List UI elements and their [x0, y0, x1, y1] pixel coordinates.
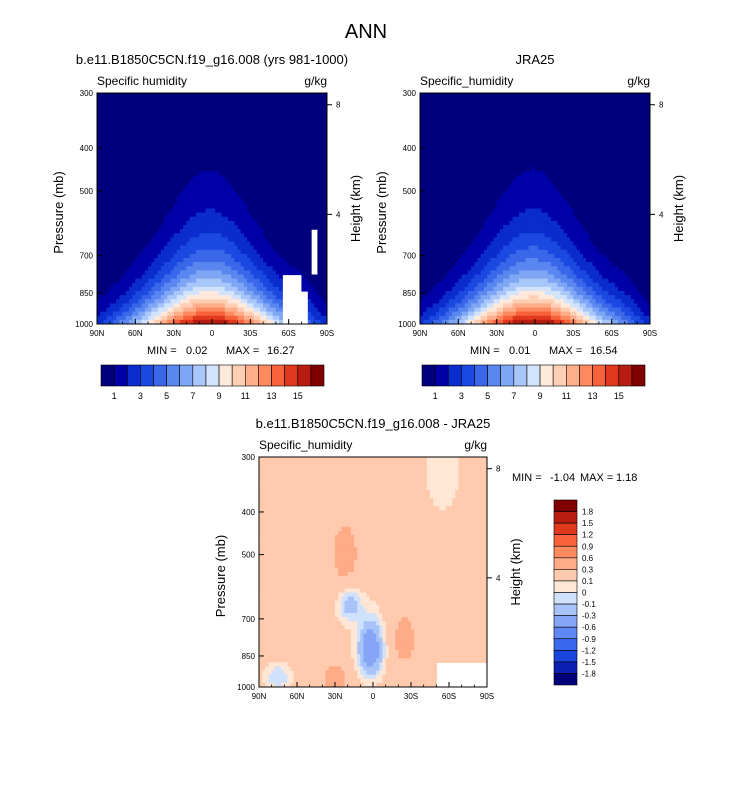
- fillA-cell: [308, 270, 312, 275]
- panel-model-max-value: 16.27: [267, 345, 295, 357]
- x-tick-label: 90S: [320, 329, 334, 338]
- colorbar-box: [245, 365, 258, 386]
- fillA-cell: [279, 275, 283, 280]
- x-tick-label: 30S: [243, 329, 257, 338]
- colorbar-box: [193, 365, 206, 386]
- panel-model-min-value: 0.02: [186, 345, 207, 357]
- fillA-cell: [308, 258, 312, 263]
- colorbar-box: [285, 365, 298, 386]
- colorbar-box: [114, 365, 127, 386]
- panel-obs-title: JRA25: [515, 52, 554, 67]
- panel-model-contour-fill: [97, 93, 328, 325]
- colorbar-label: 3: [138, 391, 143, 401]
- x-tick-label: 60N: [128, 329, 143, 338]
- colorbar-label: 1: [112, 391, 117, 401]
- colorbar-box: [258, 365, 271, 386]
- fillA-cell: [279, 316, 283, 321]
- fillA-cell: [279, 303, 283, 308]
- fillA-cell: [308, 229, 312, 234]
- y-axis-title: Pressure (mb): [51, 171, 66, 253]
- colorbar-box: [219, 365, 232, 386]
- fillA-cell: [308, 254, 312, 259]
- panel-model-stats: MIN = 0.02 MAX = 16.27: [147, 345, 295, 357]
- y-tick-label: 700: [80, 252, 94, 261]
- fillA-cell: [308, 242, 312, 247]
- colorbar-box: [127, 365, 140, 386]
- y-tick-label: 300: [80, 89, 94, 98]
- fillA-cell: [279, 299, 283, 304]
- colorbar-box: [311, 365, 324, 386]
- x-tick-label: 0: [210, 329, 215, 338]
- fillA-cell: [308, 233, 312, 238]
- y2-tick-label: 4: [336, 210, 341, 219]
- fillA-cell: [279, 312, 283, 317]
- colorbar-box: [298, 365, 311, 386]
- fillA-cell: [308, 237, 312, 242]
- colorbar-label: 7: [190, 391, 195, 401]
- colorbar-box: [140, 365, 153, 386]
- fillA-cell: [308, 250, 312, 255]
- panel-obs-units: g/kg: [627, 74, 650, 88]
- colorbar-box: [180, 365, 193, 386]
- y2-tick-label: 8: [336, 101, 341, 110]
- colorbar-label: 9: [217, 391, 222, 401]
- fillA-cell: [279, 283, 283, 288]
- fillA-cell: [279, 308, 283, 313]
- panel-model-min-label: MIN =: [147, 345, 177, 357]
- fillA-cell: [279, 279, 283, 284]
- y-tick-label: 400: [80, 144, 94, 153]
- y-tick-label: 1000: [75, 320, 93, 329]
- panel-obs-variable: Specific_humidity: [420, 74, 513, 88]
- panel-obs-contour-fill: [420, 93, 651, 325]
- x-tick-label: 60S: [282, 329, 296, 338]
- colorbar-box: [153, 365, 166, 386]
- panel-model-title: b.e11.B1850C5CN.f19_g16.008 (yrs 981-100…: [76, 52, 348, 67]
- y-tick-label: 500: [80, 187, 94, 196]
- fillA-cell: [279, 287, 283, 292]
- colorbar-label: 15: [293, 391, 303, 401]
- colorbar-box: [272, 365, 285, 386]
- colorbar-box: [206, 365, 219, 386]
- colorbar-box: [167, 365, 180, 386]
- figure-title: ANN: [345, 21, 387, 43]
- panel-model: b.e11.B1850C5CN.f19_g16.008 (yrs 981-100…: [51, 52, 363, 401]
- fillA-cell: [279, 295, 283, 300]
- x-tick-label: 90N: [90, 329, 105, 338]
- panel-model-units: g/kg: [304, 74, 327, 88]
- colorbar-box: [232, 365, 245, 386]
- colorbar-label: 11: [241, 391, 250, 401]
- colorbar-label: 13: [267, 391, 277, 401]
- panel-model-max-label: MAX =: [226, 345, 259, 357]
- panel-model-variable: Specific humidity: [97, 74, 187, 88]
- x-tick-label: 30N: [166, 329, 181, 338]
- fillA-cell: [308, 266, 312, 271]
- fillA-cell: [279, 291, 283, 296]
- colorbar-box: [101, 365, 114, 386]
- fillA-cell: [308, 262, 312, 267]
- fillA-cell: [308, 246, 312, 251]
- y-tick-label: 850: [80, 289, 94, 298]
- colorbar-label: 5: [164, 391, 169, 401]
- y2-axis-title: Height (km): [348, 175, 363, 242]
